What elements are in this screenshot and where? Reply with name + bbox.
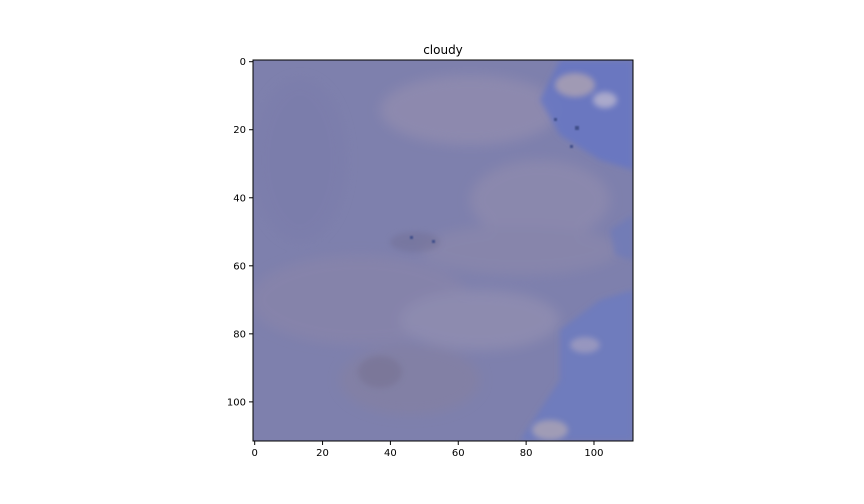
x-tick-label: 100 (584, 448, 603, 459)
y-tick-label: 80 (233, 329, 246, 340)
x-tick-label: 40 (384, 448, 397, 459)
x-tick-label: 20 (316, 448, 329, 459)
y-tick-label: 60 (233, 261, 246, 272)
x-axis-ticks: 0 20 40 60 80 100 (252, 441, 604, 459)
y-tick-label: 40 (233, 193, 246, 204)
x-tick-label: 60 (452, 448, 465, 459)
axes-frame (252, 59, 634, 442)
y-tick-label: 20 (233, 125, 246, 136)
plot-title: cloudy (423, 43, 463, 57)
image-display (253, 60, 633, 441)
y-axis-ticks: 0 20 40 60 80 100 (227, 57, 253, 408)
y-tick-label: 100 (227, 397, 246, 408)
x-tick-label: 80 (520, 448, 533, 459)
y-tick-label: 0 (240, 57, 246, 68)
x-tick-label: 0 (252, 448, 258, 459)
